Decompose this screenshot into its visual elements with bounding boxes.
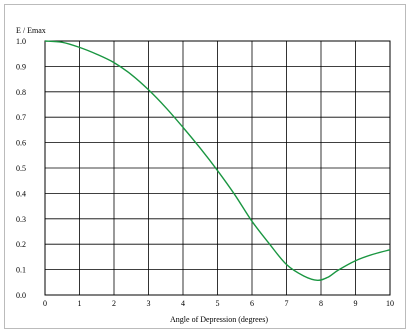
y-tick-labels: 0.0 0.1 0.2 0.3 0.4 0.5 0.6 0.7 0.8 0.9 1.0 [16,37,26,300]
y-tick-label: 0.2 [16,240,26,249]
x-tick-label: 1 [78,299,82,308]
y-axis-label: E / Emax [16,26,46,35]
x-tick-label: 7 [285,299,289,308]
x-tick-label: 3 [147,299,151,308]
x-tick-labels: 0 1 2 3 4 5 6 7 8 9 10 [43,299,394,308]
x-axis-label: Angle of Depression (degrees) [170,315,268,324]
series-line-0 [44,40,391,281]
y-tick-label: 0.0 [16,291,26,300]
y-tick-label: 0.9 [16,62,26,71]
x-tick-label: 10 [386,299,394,308]
series-group [44,40,391,281]
x-tick-label: 4 [181,299,185,308]
y-tick-label: 0.7 [16,113,26,122]
y-tick-label: 0.3 [16,215,26,224]
y-tick-label: 1.0 [16,37,26,46]
y-tick-label: 0.8 [16,88,26,97]
y-tick-label: 0.1 [16,266,26,275]
y-tick-label: 0.5 [16,164,26,173]
x-tick-label: 9 [354,299,358,308]
x-tick-label: 5 [216,299,220,308]
x-tick-label: 8 [319,299,323,308]
y-tick-label: 0.6 [16,139,26,148]
x-tick-label: 6 [250,299,254,308]
grid [44,40,391,296]
x-tick-label: 2 [112,299,116,308]
x-tick-label: 0 [43,299,47,308]
plot-border [44,40,391,296]
y-tick-label: 0.4 [16,189,26,198]
